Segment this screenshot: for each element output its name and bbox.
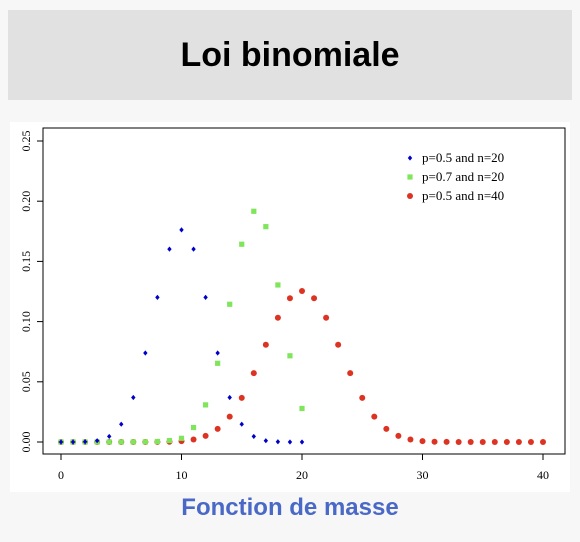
data-point [118,439,124,445]
page-title: Loi binomiale [180,35,400,74]
legend-marker [407,155,413,161]
legend-label: p=0.5 and n=40 [422,188,504,203]
data-point [503,439,510,445]
chart-caption: Fonction de masse [181,494,399,521]
data-point [527,439,534,445]
title-banner: Loi binomiale [8,10,572,100]
x-tick-label: 40 [537,468,549,482]
data-point [251,208,257,214]
data-point [287,439,293,445]
data-point [227,394,232,401]
data-point [215,360,221,366]
data-point [107,433,112,440]
plot-frame [42,127,566,455]
data-point [323,314,330,321]
data-point [359,394,366,401]
legend: p=0.5 and n=20 p=0.7 and n=20 p=0.5 and n=… [407,150,504,203]
data-point [311,295,318,302]
legend-label: p=0.7 and n=20 [422,169,504,184]
data-point [407,436,414,443]
data-point [203,402,209,408]
data-point [238,394,245,401]
data-point [154,438,160,445]
data-point [467,439,474,445]
data-point [371,413,378,420]
data-point [215,350,220,356]
data-point [130,439,136,445]
data-point [178,435,185,441]
legend-marker [407,193,413,199]
data-point [131,394,136,401]
data-point [299,288,305,295]
data-point [431,438,438,445]
x-tick-label: 30 [417,468,429,482]
y-axis: 0.00 0.05 0.10 0.15 0.20 0.25 [19,131,43,453]
data-point [227,301,233,307]
data-point [142,439,148,445]
data-point [491,439,498,445]
data-point [286,295,293,302]
data-point [299,405,305,412]
data-point [299,439,305,445]
data-point [239,241,245,247]
plot-panel: 0.00 0.05 0.10 0.15 0.20 0.25 0 10 20 30 40 p=0.5… [10,122,570,492]
data-point [395,432,402,439]
series-0 [58,227,305,445]
data-point [275,282,281,288]
data-point [106,439,112,445]
data-point [82,439,88,445]
data-point [167,246,172,252]
data-point [347,370,354,377]
data-point [275,439,281,445]
data-point [540,439,546,445]
data-point [226,413,233,420]
data-point [190,436,197,443]
x-tick-label: 0 [58,468,64,482]
data-point [455,438,462,445]
data-point [58,439,64,445]
y-tick-label: 0.10 [19,311,33,332]
data-point [251,433,256,440]
y-tick-label: 0.20 [19,191,33,212]
data-point [190,424,197,431]
binomial-chart: 0.00 0.05 0.10 0.15 0.20 0.25 0 10 20 30 40 p=0.5… [19,127,566,482]
data-point [250,370,257,377]
data-point [263,224,269,230]
data-point [155,294,160,300]
legend-marker [407,174,413,180]
legend-label: p=0.5 and n=20 [422,150,504,165]
data-point [143,350,148,356]
series-2 [58,288,546,445]
y-tick-label: 0.05 [19,371,33,392]
data-point [383,425,390,432]
data-point [263,438,269,444]
x-axis: 0 10 20 30 40 [58,454,549,482]
data-point [479,439,486,445]
series-1 [58,208,305,445]
data-point [335,341,342,348]
data-point [70,439,76,445]
data-point [443,438,450,445]
x-tick-label: 10 [176,468,188,482]
data-point [191,246,196,252]
data-point [179,227,184,233]
data-point [274,314,281,321]
data-point [119,421,124,427]
y-tick-label: 0.15 [19,251,33,272]
data-point [203,294,208,300]
data-point [419,438,426,445]
data-point [262,341,269,348]
x-tick-label: 20 [296,468,308,482]
data-point [94,438,100,444]
data-points [58,208,546,445]
y-tick-label: 0.25 [19,131,33,152]
data-point [515,439,522,445]
data-point [214,425,221,432]
data-point [166,437,173,444]
data-point [239,421,244,427]
data-point [202,432,209,439]
data-point [287,353,293,359]
y-tick-label: 0.00 [19,432,33,453]
